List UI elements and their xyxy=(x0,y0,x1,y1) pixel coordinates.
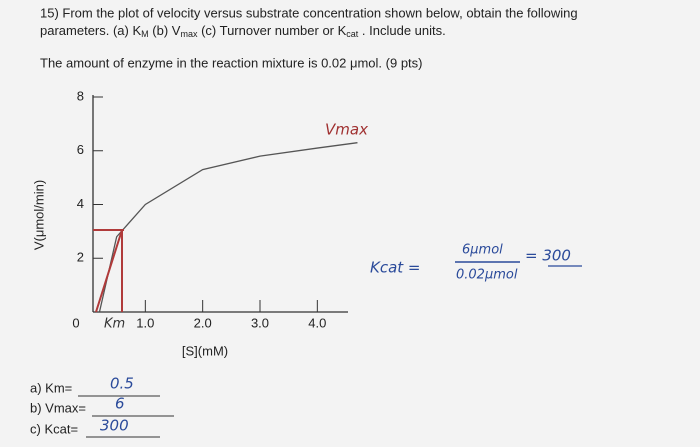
y-axis-label: V(μmol/min) xyxy=(31,180,46,250)
text: (b) V xyxy=(149,23,181,38)
answer-label: b) Vmax= xyxy=(30,400,86,415)
x-tick-label: 4.0 xyxy=(308,315,326,330)
y-tick-label: 6 xyxy=(77,142,84,157)
kcat-label: Kcat = xyxy=(370,259,421,277)
x-tick-label: 2.0 xyxy=(194,315,212,330)
answer-value: 0.5 xyxy=(110,375,134,393)
answer-label: c) Kcat= xyxy=(30,421,78,436)
km-sketch xyxy=(93,229,124,313)
curve xyxy=(98,142,358,313)
km-note: Km xyxy=(104,317,125,332)
answer-value: 300 xyxy=(100,417,129,435)
vmax-note: Vmax xyxy=(325,121,368,139)
subscript: max xyxy=(180,29,198,39)
denominator: 0.02μmol xyxy=(456,268,518,283)
answers: a) Km= 0.5 b) Vmax= 6 c) Kcat= 300 xyxy=(30,375,174,438)
y-tick-label: 4 xyxy=(77,196,84,211)
x-tick-label: 1.0 xyxy=(136,315,154,330)
question-line: 15) From the plot of velocity versus sub… xyxy=(40,5,578,20)
numerator: 6μmol xyxy=(462,243,503,258)
subscript: cat xyxy=(346,29,359,39)
x-tick-label: 0 xyxy=(72,315,79,330)
text: parameters. (a) K xyxy=(40,23,141,38)
question-line: The amount of enzyme in the reaction mix… xyxy=(40,55,423,70)
question-line: parameters. (a) KM (b) Vmax (c) Turnover… xyxy=(40,23,446,39)
kcat-result: = 300 xyxy=(525,247,571,265)
answer-label: a) Km= xyxy=(30,380,72,395)
subscript: M xyxy=(141,29,149,39)
text: (c) Turnover number or K xyxy=(197,23,346,38)
x-axis-label: [S](mM) xyxy=(182,343,228,358)
x-tick-label: 3.0 xyxy=(251,315,269,330)
answer-value: 6 xyxy=(115,395,125,413)
y-tick-label: 2 xyxy=(77,250,84,265)
text: . Include units. xyxy=(358,23,445,38)
plot: V(μmol/min) [S](mM) Vmax Km 2 4 6 8 0 1.0 2.0 3… xyxy=(31,88,368,358)
y-tick-label: 8 xyxy=(77,88,84,103)
